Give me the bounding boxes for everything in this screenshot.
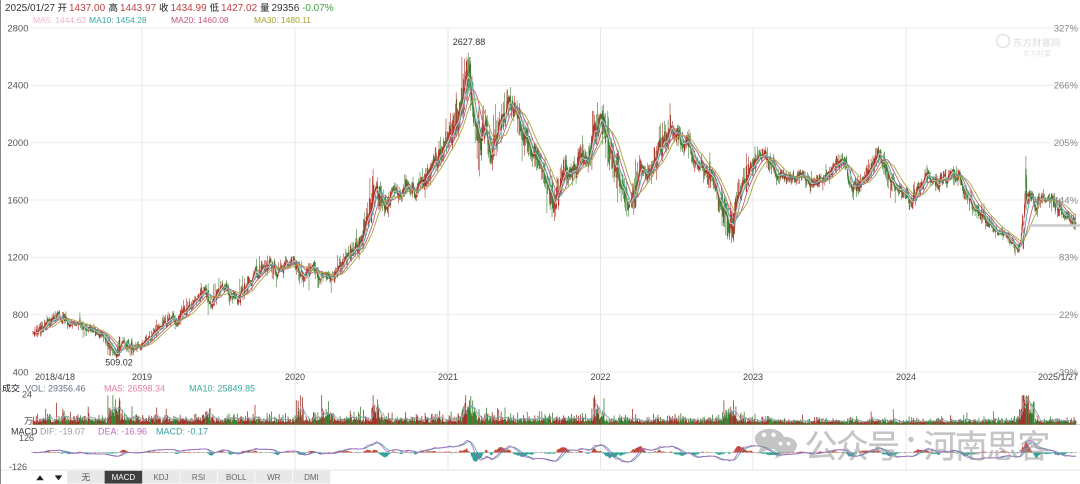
svg-text:2021: 2021 xyxy=(438,372,458,382)
svg-text:1427.02: 1427.02 xyxy=(221,3,258,14)
svg-text:MACD: -0.17: MACD: -0.17 xyxy=(156,427,208,437)
svg-text:1443.97: 1443.97 xyxy=(120,3,157,14)
svg-text:DIF: -19.07: DIF: -19.07 xyxy=(40,427,85,437)
svg-text:1437.00: 1437.00 xyxy=(69,3,106,14)
svg-text:205%: 205% xyxy=(1054,138,1079,149)
svg-text:2000: 2000 xyxy=(7,138,28,149)
svg-text:RSI: RSI xyxy=(192,473,205,482)
svg-text:266%: 266% xyxy=(1054,81,1079,92)
svg-text:MACD: MACD xyxy=(11,427,38,437)
svg-text:1200: 1200 xyxy=(7,253,28,264)
svg-text:DMI: DMI xyxy=(304,473,319,482)
svg-text:2018/4/18: 2018/4/18 xyxy=(35,372,75,382)
svg-text:VOL: 29356.46: VOL: 29356.46 xyxy=(25,384,86,394)
svg-text:MA10: 1454.28: MA10: 1454.28 xyxy=(89,15,147,25)
svg-text:22%: 22% xyxy=(1059,310,1079,321)
svg-text:-39%: -39% xyxy=(1056,367,1079,378)
svg-text:24: 24 xyxy=(22,390,32,400)
svg-text:1600: 1600 xyxy=(7,195,28,206)
svg-text:2019: 2019 xyxy=(132,372,152,382)
svg-text:1434.99: 1434.99 xyxy=(171,3,208,14)
svg-text:KDJ: KDJ xyxy=(153,473,168,482)
svg-text:MA5: 1444.63: MA5: 1444.63 xyxy=(33,15,86,25)
svg-text:327%: 327% xyxy=(1054,23,1079,34)
svg-text:-0.07%: -0.07% xyxy=(302,3,334,14)
svg-text:DEA: -16.96: DEA: -16.96 xyxy=(98,427,147,437)
svg-text:2800: 2800 xyxy=(7,23,28,34)
svg-text:WR: WR xyxy=(267,473,281,482)
svg-text:2627.88: 2627.88 xyxy=(453,37,486,47)
svg-text:BOLL: BOLL xyxy=(226,473,247,482)
svg-text:MA20: 1460.08: MA20: 1460.08 xyxy=(171,15,229,25)
svg-text:2020: 2020 xyxy=(285,372,305,382)
svg-text:MA30: 1480.11: MA30: 1480.11 xyxy=(254,15,311,25)
svg-text:MA10: 25849.85: MA10: 25849.85 xyxy=(189,384,255,394)
svg-text:2022: 2022 xyxy=(590,372,610,382)
svg-text:2400: 2400 xyxy=(7,81,28,92)
svg-text:126: 126 xyxy=(19,433,34,443)
svg-text:83%: 83% xyxy=(1059,253,1079,264)
svg-text:2025/1/27: 2025/1/27 xyxy=(1038,372,1078,382)
svg-text:144%: 144% xyxy=(1054,195,1079,206)
svg-text:2023: 2023 xyxy=(743,372,763,382)
svg-text:29356: 29356 xyxy=(272,3,300,14)
svg-text:2024: 2024 xyxy=(896,372,916,382)
svg-text:800: 800 xyxy=(13,310,29,321)
svg-text:509.02: 509.02 xyxy=(105,358,133,368)
svg-text:-126: -126 xyxy=(9,462,27,472)
svg-text:MA5: 26598.34: MA5: 26598.34 xyxy=(104,384,165,394)
svg-text:2025/01/27: 2025/01/27 xyxy=(5,3,55,14)
svg-text:400: 400 xyxy=(13,367,29,378)
svg-text:MACD: MACD xyxy=(112,473,136,482)
